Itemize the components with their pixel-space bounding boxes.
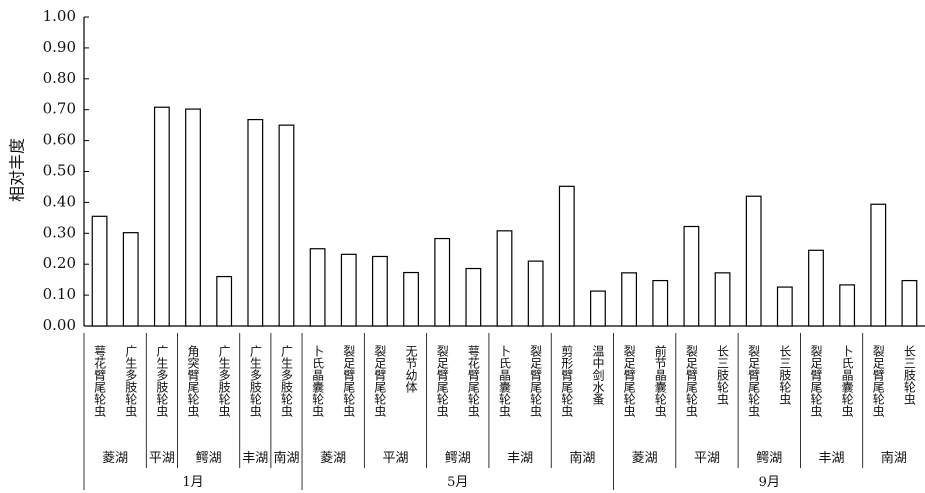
lake-label: 南湖 <box>273 450 299 466</box>
lake-label: 丰湖 <box>507 451 533 466</box>
bar <box>776 286 793 327</box>
bar-layer <box>91 106 918 327</box>
category-label: 前节晶囊轮虫 <box>653 344 667 417</box>
month-label: 5月 <box>447 475 468 490</box>
y-tick-label: 0.80 <box>43 69 76 87</box>
bar <box>216 275 233 327</box>
category-label-layer: 萼花臂尾轮虫 广生多肢轮虫 广生多肢轮虫 角突臂尾轮虫 广生多肢轮虫 广生多肢轮虫 广生多肢… <box>93 344 917 490</box>
bar <box>558 185 575 327</box>
bar <box>122 232 139 327</box>
category-label: 角突臂尾轮虫 <box>186 345 200 417</box>
bar <box>340 253 357 327</box>
category-label: 裂足臂尾轮虫 <box>871 345 885 417</box>
lake-label: 菱湖 <box>632 451 658 466</box>
category-label: 剪形臂尾轮虫 <box>560 344 574 417</box>
bar <box>185 108 201 327</box>
lake-label: 鳄湖 <box>196 451 222 466</box>
y-tick-label: 0.60 <box>43 131 76 149</box>
category-label: 广生多肢轮虫 <box>217 345 231 417</box>
category-label: 卜氏晶囊轮虫 <box>840 345 854 417</box>
bar <box>745 195 762 327</box>
category-label: 裂足臂尾轮虫 <box>529 345 543 417</box>
y-axis-title: 相对丰度 <box>8 138 27 202</box>
y-tick-label: 0.50 <box>43 162 76 180</box>
bar <box>403 271 419 327</box>
bar <box>91 215 108 327</box>
lake-label: 丰湖 <box>819 451 845 466</box>
y-tick-label: 0.90 <box>43 38 76 56</box>
month-label: 1月 <box>182 475 203 490</box>
bar <box>683 225 700 327</box>
month-label: 9月 <box>759 475 780 490</box>
lake-label: 鳄湖 <box>756 451 782 466</box>
y-tick-label: 0.00 <box>43 316 76 334</box>
lake-label: 南湖 <box>881 450 907 466</box>
bar <box>527 260 544 327</box>
lake-label: 菱湖 <box>320 451 346 466</box>
bar <box>309 248 326 327</box>
category-label: 萼花臂尾轮虫 <box>466 345 480 417</box>
y-tick-label: 0.20 <box>43 254 76 272</box>
lake-label: 平湖 <box>694 451 720 466</box>
bar <box>465 267 482 327</box>
category-label: 广生多肢轮虫 <box>248 345 262 417</box>
category-label: 长三肢轮虫 <box>716 345 730 405</box>
lake-label: 菱湖 <box>102 451 128 466</box>
category-label: 裂足臂尾轮虫 <box>373 345 387 417</box>
category-label: 温中剑水蚤 <box>591 345 605 406</box>
y-tick-label: 0.70 <box>43 100 76 118</box>
bar <box>901 279 918 327</box>
bar <box>278 124 295 327</box>
y-tick-label: 0.30 <box>43 223 76 241</box>
lake-label: 平湖 <box>382 451 408 466</box>
category-label: 裂足臂尾轮虫 <box>747 345 761 417</box>
bar <box>652 279 669 327</box>
category-label: 无节幼体 <box>404 345 418 394</box>
category-label: 裂足臂尾轮虫 <box>809 345 823 417</box>
lake-label: 鳄湖 <box>445 451 471 466</box>
bar <box>247 118 264 327</box>
category-label: 广生多肢轮虫 <box>155 345 169 417</box>
bar <box>496 230 513 327</box>
category-label: 卜氏晶囊轮虫 <box>498 345 512 417</box>
bar <box>808 249 824 327</box>
category-label: 长三肢轮虫 <box>778 345 792 405</box>
category-label: 裂足臂尾轮虫 <box>684 345 698 417</box>
category-label: 长三肢轮虫 <box>902 345 916 405</box>
y-tick-label: 1.00 <box>43 7 76 25</box>
category-label: 萼花臂尾轮虫 <box>93 345 107 417</box>
lake-label: 南湖 <box>569 450 595 466</box>
axis-layer: 0.00 0.10 0.20 0.30 0.40 0.50 0.60 0.70 0.80 0.90… <box>43 7 925 490</box>
category-label: 裂足臂尾轮虫 <box>342 345 356 417</box>
y-tick-label: 0.10 <box>43 285 76 303</box>
category-label: 广生多肢轮虫 <box>279 345 293 417</box>
y-tick-label: 0.40 <box>43 192 76 210</box>
category-label: 裂足臂尾轮虫 <box>622 345 636 417</box>
category-label: 卜氏晶囊轮虫 <box>311 345 325 417</box>
bar <box>839 284 856 327</box>
bar <box>870 203 887 327</box>
category-label: 裂足臂尾轮虫 <box>435 345 449 417</box>
bar <box>153 106 170 327</box>
bar <box>371 255 388 327</box>
bar <box>714 272 731 327</box>
lake-label: 丰湖 <box>242 451 268 466</box>
bar <box>590 290 606 327</box>
bar <box>434 237 451 327</box>
category-label: 广生多肢轮虫 <box>124 345 138 417</box>
lake-label: 平湖 <box>149 451 175 466</box>
bar <box>621 272 638 327</box>
